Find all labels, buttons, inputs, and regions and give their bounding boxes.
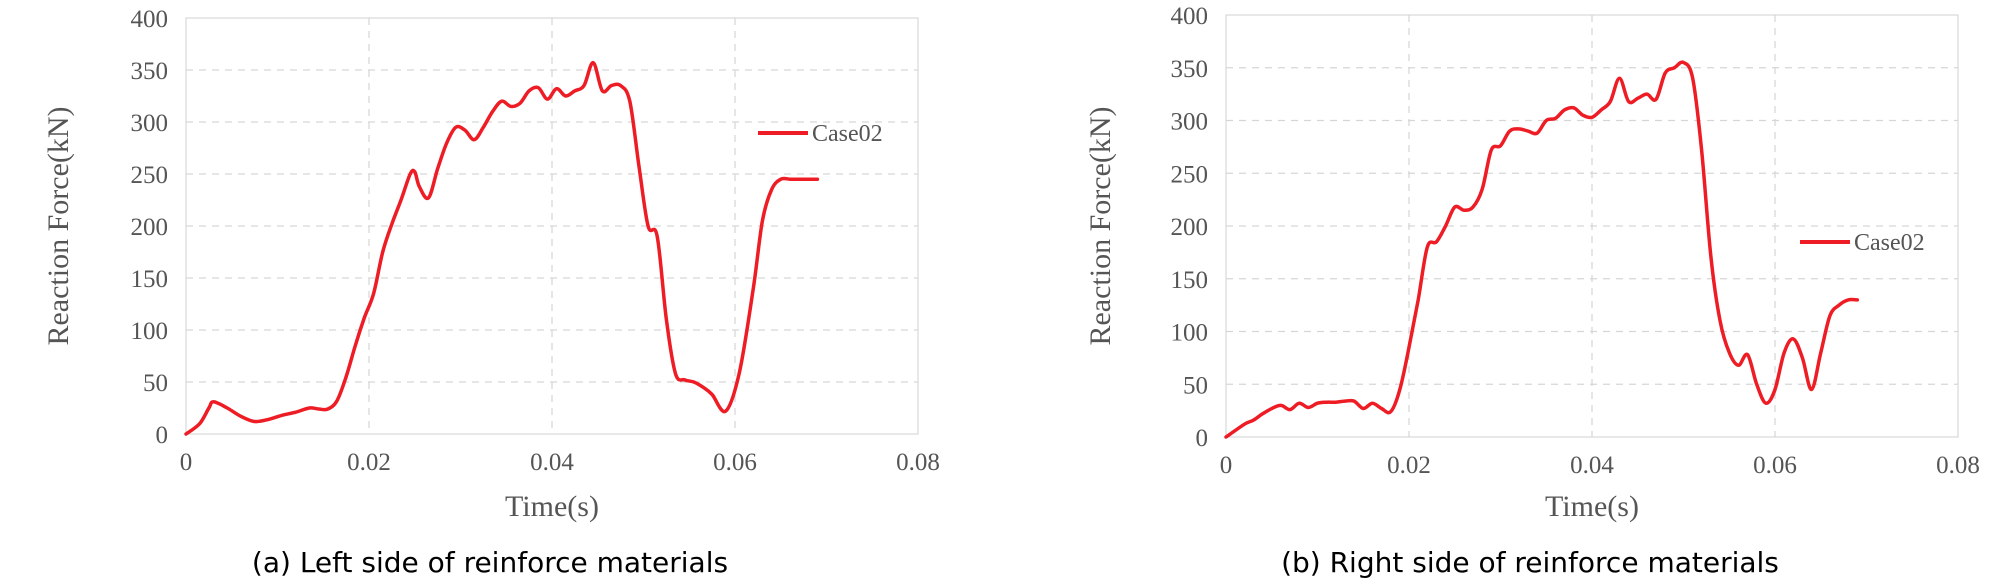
x-tick-label: 0.02 bbox=[347, 449, 391, 476]
y-tick-label: 50 bbox=[1183, 372, 1208, 399]
x-tick-label: 0.02 bbox=[1387, 452, 1431, 479]
x-tick-labels-right: 0 0.02 0.04 0.06 0.08 bbox=[1220, 452, 1980, 479]
y-tick-label: 0 bbox=[156, 422, 169, 449]
y-tick-label: 300 bbox=[131, 110, 169, 137]
y-tick-label: 350 bbox=[1171, 56, 1209, 83]
x-axis-title-left: Time(s) bbox=[505, 490, 599, 523]
x-tick-label: 0.04 bbox=[530, 449, 574, 476]
chart-panel-right: 0 50 100 150 200 250 300 350 400 0 0.02 0.04 0.06 0.… bbox=[1084, 3, 1980, 579]
y-tick-label: 400 bbox=[1171, 3, 1209, 30]
x-tick-labels-left: 0 0.02 0.04 0.06 0.08 bbox=[180, 449, 940, 476]
y-tick-label: 250 bbox=[1171, 161, 1209, 188]
legend-label-right: Case02 bbox=[1854, 230, 1925, 256]
x-axis-title-right: Time(s) bbox=[1545, 490, 1639, 523]
y-tick-label: 400 bbox=[131, 6, 169, 33]
chart-panel-left: 0 50 100 150 200 250 300 350 400 0 0.02 0.04 0.06 0.… bbox=[42, 6, 940, 579]
series-line-right bbox=[1224, 60, 1860, 439]
gridlines-left bbox=[186, 18, 918, 434]
x-tick-label: 0.06 bbox=[1753, 452, 1797, 479]
legend-left: Case02 bbox=[758, 121, 883, 147]
y-axis-title-left: Reaction Force(kN) bbox=[42, 106, 75, 345]
y-tick-label: 150 bbox=[131, 266, 169, 293]
y-tick-label: 300 bbox=[1171, 109, 1209, 136]
y-tick-label: 250 bbox=[131, 162, 169, 189]
x-tick-label: 0.04 bbox=[1570, 452, 1614, 479]
y-tick-label: 200 bbox=[131, 214, 169, 241]
y-tick-label: 50 bbox=[143, 370, 168, 397]
y-tick-label: 0 bbox=[1196, 425, 1209, 452]
series-line-left bbox=[184, 60, 820, 436]
x-tick-label: 0.06 bbox=[713, 449, 757, 476]
series-line-case02 bbox=[1224, 60, 1860, 439]
y-tick-label: 350 bbox=[131, 58, 169, 85]
caption-left: (a) Left side of reinforce materials bbox=[252, 546, 728, 579]
y-axis-title-right: Reaction Force(kN) bbox=[1084, 106, 1117, 345]
x-tick-label: 0 bbox=[1220, 452, 1233, 479]
y-tick-labels-right: 0 50 100 150 200 250 300 350 400 bbox=[1171, 3, 1209, 452]
caption-right: (b) Right side of reinforce materials bbox=[1281, 546, 1779, 579]
legend-right: Case02 bbox=[1800, 230, 1925, 256]
gridlines-right bbox=[1226, 15, 1958, 437]
y-tick-label: 100 bbox=[131, 318, 169, 345]
x-tick-label: 0 bbox=[180, 449, 193, 476]
x-tick-label: 0.08 bbox=[896, 449, 940, 476]
x-tick-label: 0.08 bbox=[1936, 452, 1980, 479]
y-tick-label: 150 bbox=[1171, 267, 1209, 294]
legend-label-left: Case02 bbox=[812, 121, 883, 147]
y-tick-labels-left: 0 50 100 150 200 250 300 350 400 bbox=[131, 6, 169, 449]
series-line-case02 bbox=[184, 60, 820, 436]
y-tick-label: 100 bbox=[1171, 320, 1209, 347]
y-tick-label: 200 bbox=[1171, 214, 1209, 241]
